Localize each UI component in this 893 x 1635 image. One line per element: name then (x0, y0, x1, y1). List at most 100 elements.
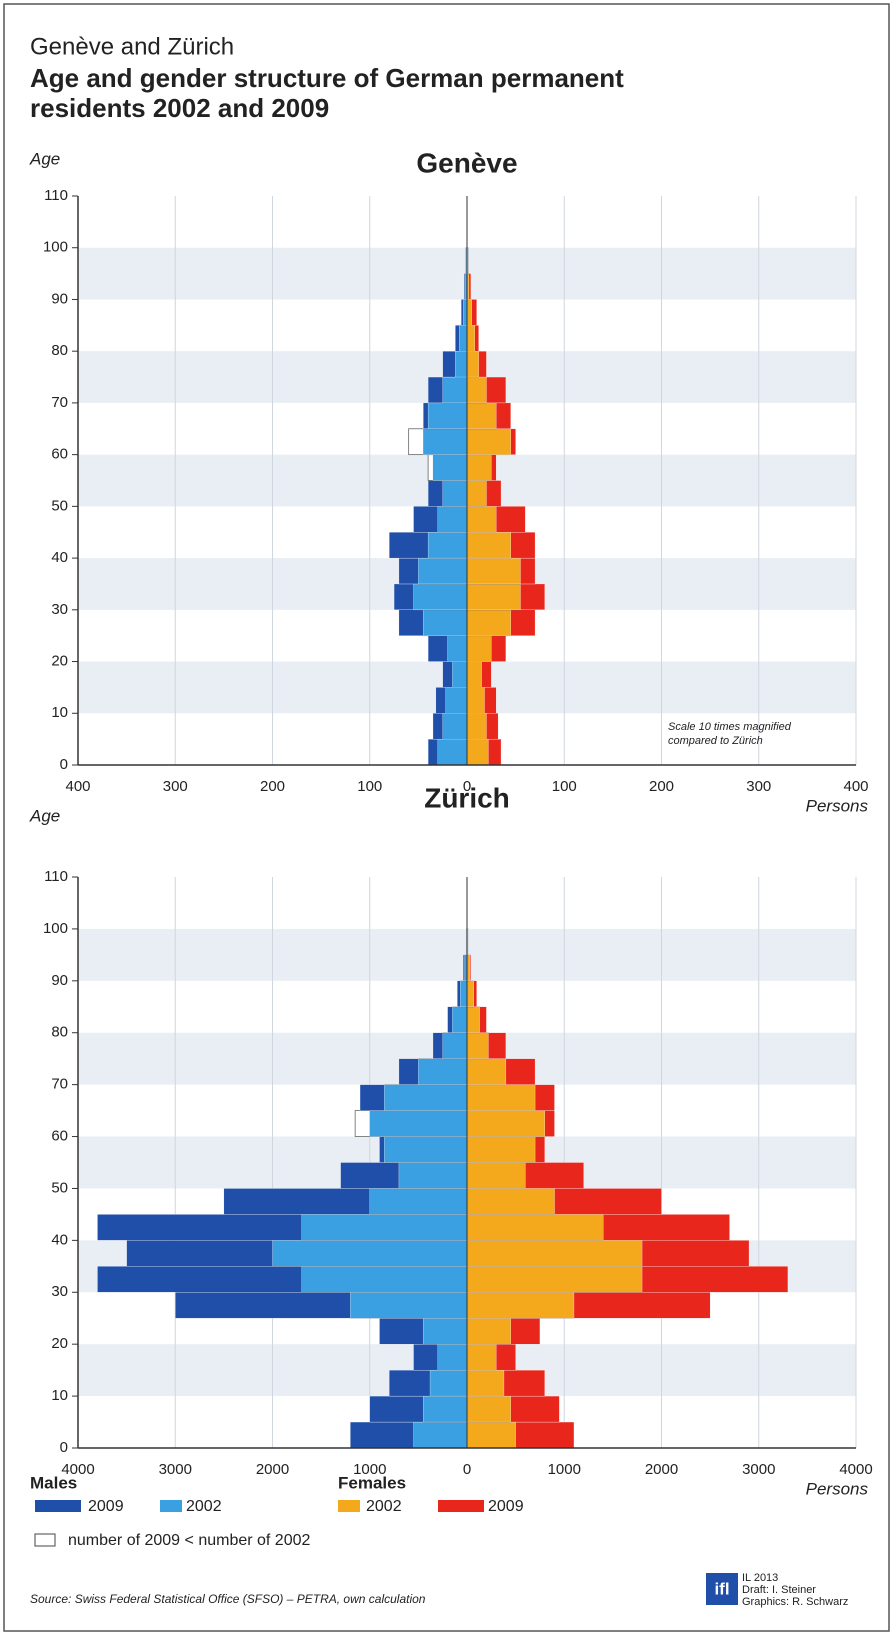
bar (467, 273, 470, 300)
x-tick-label: 400 (65, 778, 90, 795)
bar (467, 1110, 545, 1137)
bar (437, 1344, 468, 1371)
bar (467, 1188, 555, 1215)
bar (413, 1422, 467, 1448)
bar (467, 1084, 536, 1111)
bar (467, 1032, 489, 1059)
bar (301, 1266, 467, 1293)
bar (427, 402, 467, 429)
credit: IL 2013 (742, 1572, 778, 1584)
bar (467, 351, 479, 378)
bar (467, 1240, 643, 1267)
x-tick-label: 100 (357, 778, 382, 795)
bar (462, 299, 468, 326)
bar (467, 583, 521, 610)
y-tick-label: 30 (51, 601, 68, 618)
title: residents 2002 and 2009 (30, 93, 329, 123)
legend-label: 2009 (488, 1498, 524, 1515)
y-tick-label: 10 (51, 704, 68, 721)
bar (455, 351, 467, 378)
bar (384, 1084, 467, 1111)
bar (398, 1162, 468, 1189)
x-tick-label: 300 (746, 778, 771, 795)
legend-label: 2002 (366, 1498, 402, 1515)
bar (467, 1422, 516, 1448)
legend-title: Males (30, 1473, 77, 1492)
bar (467, 1136, 536, 1163)
bar (467, 739, 489, 765)
x-tick-label: 2000 (256, 1461, 289, 1478)
bar (423, 609, 467, 636)
legend-swatch (338, 1500, 360, 1512)
legend-swatch (160, 1500, 182, 1512)
bar (413, 583, 467, 610)
title: Age and gender structure of German perma… (30, 63, 624, 93)
y-tick-label: 0 (60, 756, 68, 773)
bar (467, 1162, 526, 1189)
y-tick-label: 90 (51, 290, 68, 307)
y-tick-label: 10 (51, 1387, 68, 1404)
bar (467, 635, 492, 662)
bar (459, 325, 467, 352)
x-tick-label: 400 (843, 778, 868, 795)
y-tick-label: 90 (51, 972, 68, 989)
x-tick-label: 2000 (645, 1461, 678, 1478)
bar (423, 1396, 467, 1423)
bar (445, 687, 468, 714)
x-tick-label: 300 (163, 778, 188, 795)
y-tick-label: 60 (51, 1128, 68, 1145)
y-tick-label: 110 (44, 187, 68, 204)
credit: Graphics: R. Schwarz (742, 1596, 848, 1608)
bar (467, 1344, 497, 1371)
bar (418, 1058, 467, 1085)
supertitle: Genève and Zürich (30, 33, 234, 60)
bar (437, 739, 468, 765)
logo-text: ifl (714, 1579, 729, 1598)
bar (423, 1318, 468, 1345)
bar (467, 1396, 511, 1423)
bar (467, 1214, 604, 1241)
bar (467, 454, 492, 481)
bar (452, 661, 467, 688)
y-tick-label: 100 (43, 920, 68, 937)
y-tick-label: 50 (51, 1179, 68, 1196)
bar (432, 454, 467, 481)
bar (467, 713, 487, 740)
x-axis-label: Persons (806, 1479, 869, 1498)
y-axis-label: Age (29, 149, 60, 168)
bar (467, 980, 474, 1007)
legend-label: 2002 (186, 1498, 222, 1515)
x-tick-label: 200 (649, 778, 674, 795)
bar (467, 428, 511, 455)
bar (464, 273, 467, 300)
y-axis-label: Age (29, 806, 60, 825)
legend-swatch (34, 1533, 56, 1547)
bar (350, 1292, 467, 1319)
bar (272, 1240, 467, 1267)
x-tick-label: 3000 (159, 1461, 192, 1478)
legend-swatch (35, 1500, 81, 1512)
bar (467, 1266, 643, 1293)
annotation: compared to Zürich (668, 735, 763, 747)
bar (442, 1032, 467, 1059)
chart-title: Genève (416, 147, 517, 178)
legend-label: 2009 (88, 1498, 124, 1515)
bar (418, 558, 467, 584)
bar (423, 428, 467, 455)
bar (467, 1006, 480, 1033)
bar (467, 377, 487, 403)
source: Source: Swiss Federal Statistical Office… (30, 1592, 426, 1606)
credit: Draft: I. Steiner (742, 1584, 816, 1596)
y-tick-label: 20 (51, 653, 68, 670)
annotation: Scale 10 times magnified (668, 721, 792, 733)
x-tick-label: 1000 (353, 1461, 386, 1478)
x-tick-label: 0 (463, 1461, 471, 1478)
bar (452, 1006, 467, 1033)
bar (467, 558, 521, 584)
bar (467, 661, 482, 688)
bar (442, 713, 467, 740)
y-tick-label: 0 (60, 1439, 68, 1456)
bar (447, 635, 468, 662)
bar (464, 954, 467, 981)
bar (467, 506, 497, 533)
